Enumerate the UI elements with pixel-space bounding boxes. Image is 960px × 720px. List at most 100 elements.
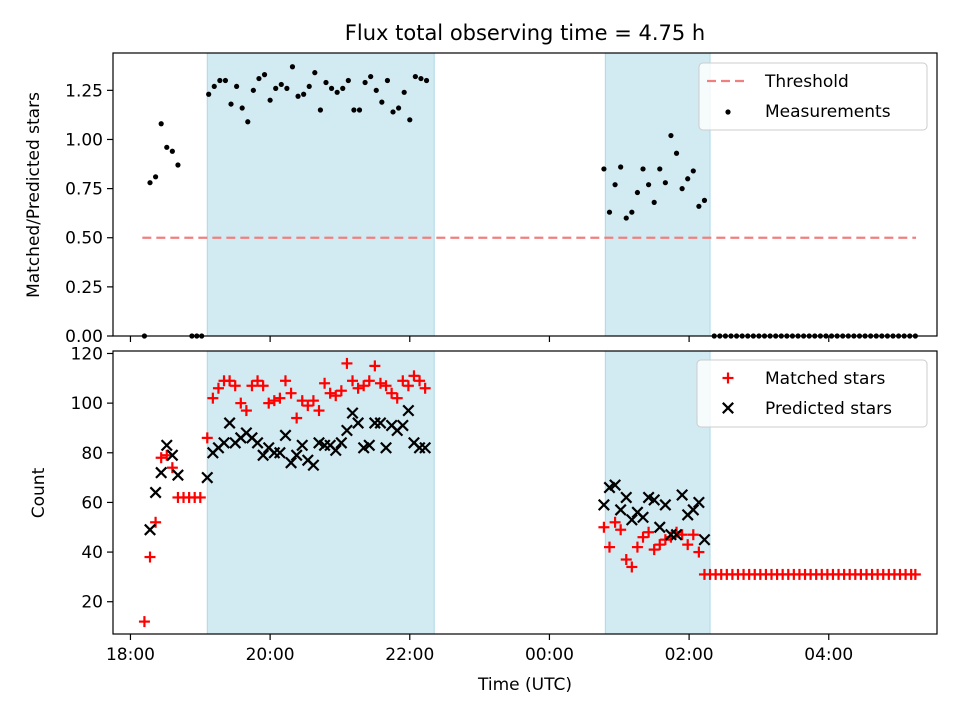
matched-star-point xyxy=(291,412,303,424)
x-stroke-b xyxy=(296,439,309,452)
x-stroke-b xyxy=(620,491,633,504)
x-stroke-b xyxy=(402,404,415,417)
ratio-x-ticks xyxy=(129,336,830,342)
measurement-point xyxy=(340,85,346,91)
x-stroke-b xyxy=(273,446,286,459)
chart-title: Flux total observing time = 4.75 h xyxy=(345,21,705,45)
predicted-star-point xyxy=(352,417,365,429)
x-stroke-b xyxy=(285,456,298,469)
matched-star-point xyxy=(693,546,705,558)
matched-star-point xyxy=(363,375,375,387)
measurement-point xyxy=(273,85,279,91)
y-tick-label: 1.00 xyxy=(65,130,103,150)
matched-star-point xyxy=(352,382,364,394)
measurement-point xyxy=(301,91,307,97)
matched-star-point xyxy=(307,395,319,407)
y-tick-label: 0.50 xyxy=(65,229,103,249)
measurement-point xyxy=(634,189,641,196)
matched-star-point xyxy=(341,357,353,369)
x-stroke-b xyxy=(160,439,173,452)
measurement-point xyxy=(612,182,618,188)
legend-matched-label: Matched stars xyxy=(765,369,885,389)
predicted-star-point xyxy=(692,496,705,509)
matched-star-point xyxy=(166,462,178,474)
observing-window-span xyxy=(604,52,711,337)
measurement-point xyxy=(256,75,262,82)
count-legend-box xyxy=(696,359,928,428)
matched-star-point xyxy=(302,400,314,412)
predicted-star-point xyxy=(307,459,320,472)
count-panel: 20 40 60 80 100 120 18:00 20:00 22:00 00:00 02:00… xyxy=(29,344,938,695)
matched-star-point xyxy=(397,375,409,387)
measurement-point xyxy=(164,144,170,150)
measurement-point xyxy=(169,148,175,154)
y-tick-label: 0.75 xyxy=(65,180,103,200)
matched-star-point xyxy=(235,397,247,409)
matched-star-point xyxy=(648,544,660,556)
x-stroke-b xyxy=(290,449,303,462)
matched-star-point xyxy=(687,529,699,541)
measurement-point xyxy=(147,180,153,186)
matched-star-point xyxy=(313,405,325,417)
y-tick-label: 0.00 xyxy=(65,327,103,347)
matched-star-point xyxy=(319,377,331,389)
x-stroke-b xyxy=(279,429,292,442)
x-stroke-b xyxy=(144,523,156,536)
matched-star-point xyxy=(155,452,167,464)
measurement-point xyxy=(646,182,652,188)
predicted-star-point xyxy=(614,503,627,516)
measurement-point xyxy=(317,107,323,113)
matched-star-point xyxy=(654,539,666,551)
x-stroke-b xyxy=(597,498,610,511)
matched-star-point xyxy=(224,375,236,387)
measurement-point xyxy=(418,75,424,82)
observing-windows-bottom xyxy=(206,350,711,635)
predicted-star-point xyxy=(218,436,231,449)
predicted-star-point xyxy=(279,429,292,442)
x-stroke-b xyxy=(642,491,655,504)
predicted-star-point xyxy=(363,439,376,452)
matched-star-point xyxy=(358,380,370,392)
x-stroke-b xyxy=(240,426,253,439)
matched-star-point xyxy=(212,382,224,394)
measurement-point xyxy=(328,85,335,91)
measurement-point xyxy=(312,70,318,76)
predicted-star-point xyxy=(374,417,387,429)
predicted-star-point xyxy=(637,511,649,524)
matched-star-point xyxy=(402,380,414,392)
measurement-point xyxy=(356,107,363,113)
measurement-point xyxy=(368,73,374,80)
x-stroke-b xyxy=(171,469,184,482)
matched-star-point xyxy=(161,449,173,461)
measurement-point xyxy=(234,83,240,90)
measurement-point xyxy=(623,215,629,221)
matched-star-point xyxy=(676,529,688,541)
predicted-star-point xyxy=(290,449,303,462)
x-stroke-b xyxy=(155,466,168,479)
x-stroke-b xyxy=(346,407,359,420)
measurement-point xyxy=(158,121,164,127)
matched-star-point xyxy=(330,390,342,402)
predicted-star-point xyxy=(687,503,700,516)
predicted-star-point xyxy=(653,521,666,534)
x-stroke-b xyxy=(363,439,376,452)
legend-x-marker xyxy=(722,402,734,414)
x-stroke-b xyxy=(687,503,700,516)
predicted-star-point xyxy=(648,493,661,506)
predicted-star-point xyxy=(144,523,156,536)
matched-stars-series xyxy=(138,357,921,628)
measurement-point xyxy=(606,209,613,215)
matched-star-point xyxy=(296,395,308,407)
x-stroke-b xyxy=(329,444,342,457)
predicted-star-point xyxy=(155,466,168,479)
matched-star-point xyxy=(324,387,336,399)
predicted-star-point xyxy=(340,424,353,437)
matched-star-point xyxy=(263,397,275,409)
x-stroke-b xyxy=(335,436,348,449)
measurement-point xyxy=(384,77,391,84)
matched-star-point xyxy=(240,405,252,417)
predicted-star-point xyxy=(346,407,359,420)
x-stroke-b xyxy=(352,417,365,429)
x-stroke-b xyxy=(374,417,387,429)
